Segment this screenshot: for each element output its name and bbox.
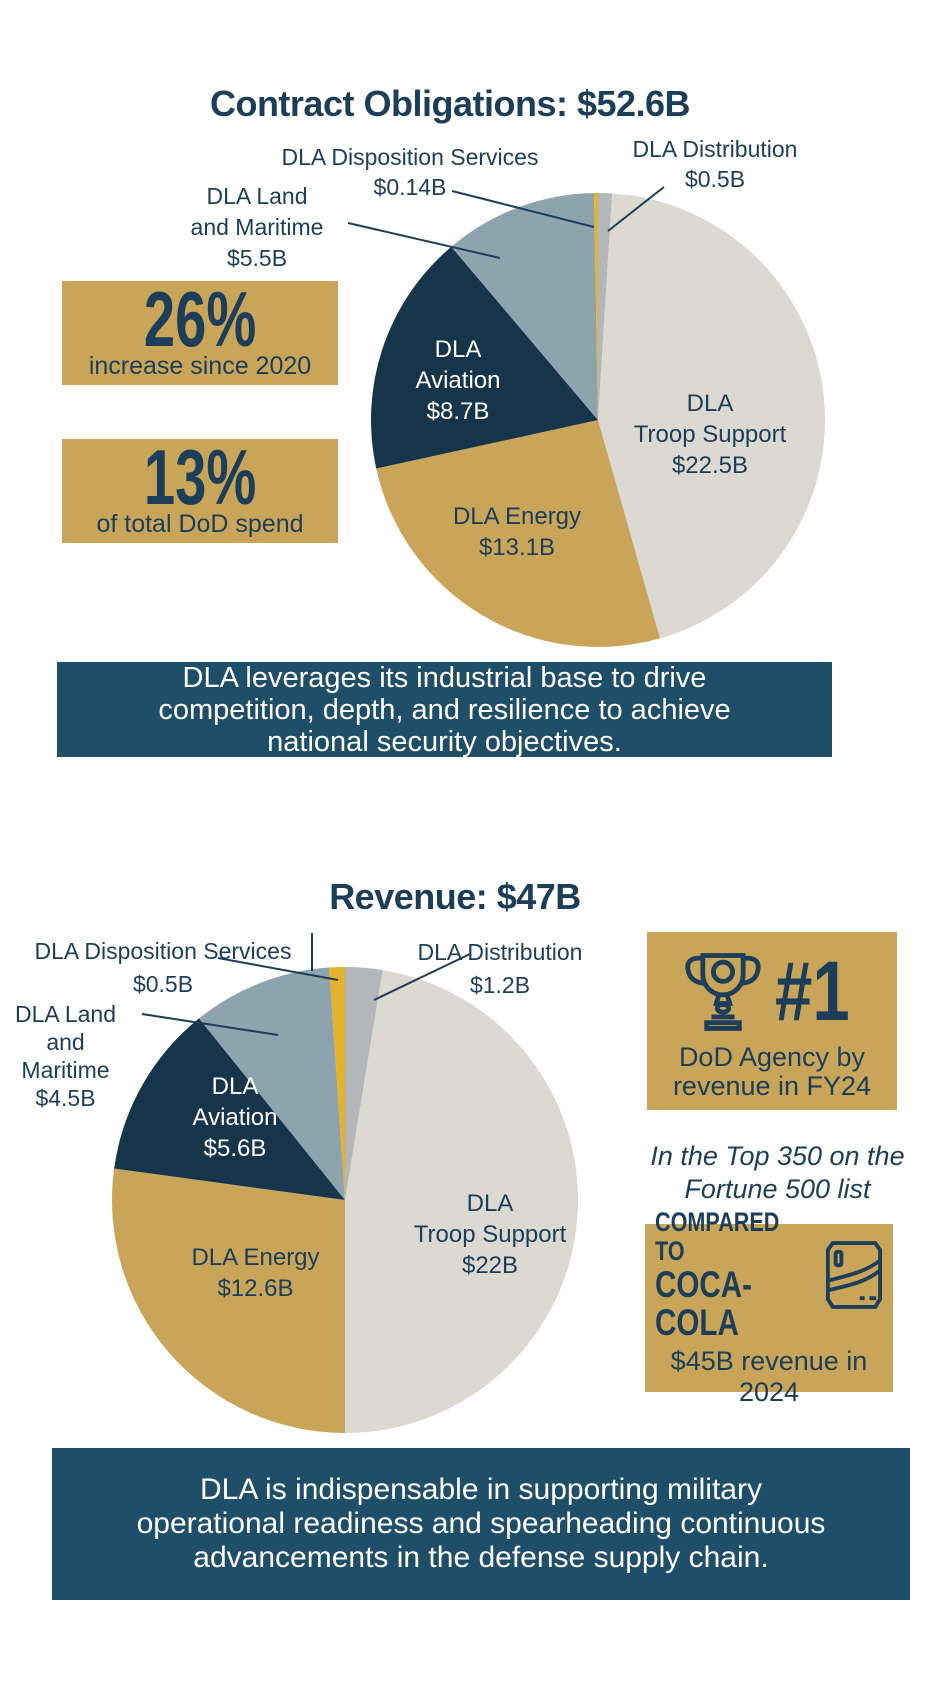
pie-slice-dla-distribution xyxy=(598,193,613,420)
coca-cola-label: COCA-COLA xyxy=(655,1264,753,1343)
pie-slice-dla-aviation xyxy=(114,1018,345,1200)
pie-slice-dla-energy xyxy=(376,420,660,647)
pie-slice-dla-energy xyxy=(112,1168,345,1433)
pie-label-energy: DLA Energy $13.1B xyxy=(452,503,582,561)
readiness-banner-text: DLA is indispensable in supporting milit… xyxy=(136,1473,826,1574)
callout-disposition-services: DLA Disposition Services $0.14B xyxy=(281,144,539,200)
coke-caption: $45B revenue in 2024 xyxy=(670,1346,868,1407)
soda-can-icon xyxy=(825,1234,883,1316)
fortune-note: In the Top 350 on the Fortune 500 list xyxy=(650,1141,905,1204)
dod-spend-value: 13% xyxy=(143,432,257,521)
callout-distribution-2: DLA Distribution $1.2B xyxy=(417,939,583,998)
revenue-title: Revenue: $47B xyxy=(329,876,581,917)
pie-slice-dla-disposition-services xyxy=(329,967,345,1200)
trophy-icon xyxy=(675,941,771,1041)
callout-land-maritime: DLA Land and Maritime $5.5B xyxy=(190,183,324,271)
pie-slice-dla-troop-support xyxy=(598,193,825,639)
pie-label-troop-support-2: DLA Troop Support $22B xyxy=(413,1190,567,1279)
increase-badge: 26% increase since 2020 xyxy=(62,274,338,385)
rank-number: #1 xyxy=(775,944,851,1038)
pie-label-troop-support: DLA Troop Support $22.5B xyxy=(633,390,787,479)
pie-label-aviation-2: DLA Aviation $5.6B xyxy=(192,1073,278,1162)
pie-label-aviation: DLA Aviation $8.7B xyxy=(415,336,501,425)
increase-caption: increase since 2020 xyxy=(88,351,312,380)
industrial-base-banner: DLA leverages its industrial base to dri… xyxy=(57,661,832,758)
pie-slice-dla-aviation xyxy=(371,246,598,469)
pie-slice-dla-disposition-services xyxy=(594,193,598,420)
callout-distribution: DLA Distribution $0.5B xyxy=(632,136,798,192)
increase-value: 26% xyxy=(143,274,257,363)
dod-spend-caption: of total DoD spend xyxy=(96,509,304,538)
caret-line xyxy=(311,933,313,971)
industrial-base-banner-text: DLA leverages its industrial base to dri… xyxy=(158,661,731,758)
contract-obligations-title: Contract Obligations: $52.6B xyxy=(209,83,691,124)
pie-slice-dla-troop-support xyxy=(345,970,578,1433)
compared-to-label: COMPARED TO xyxy=(655,1207,780,1266)
readiness-banner: DLA is indispensable in supporting milit… xyxy=(52,1448,910,1600)
rank-caption: DoD Agency by revenue in FY24 xyxy=(672,1042,872,1101)
dod-spend-badge: 13% of total DoD spend xyxy=(62,432,338,543)
coke-badge: COMPARED TO COCA-COLA $45B revenue in 20… xyxy=(645,1208,893,1407)
callout-land-maritime-2: DLA Land and Maritime $4.5B xyxy=(14,1001,117,1111)
rank-badge: #1 DoD Agency by revenue in FY24 xyxy=(647,932,897,1110)
callout-disposition-services-2: DLA Disposition Services $0.5B xyxy=(34,938,292,997)
pie-label-energy-2: DLA Energy $12.6B xyxy=(191,1244,320,1302)
pie-slice-dla-distribution xyxy=(345,967,383,1200)
